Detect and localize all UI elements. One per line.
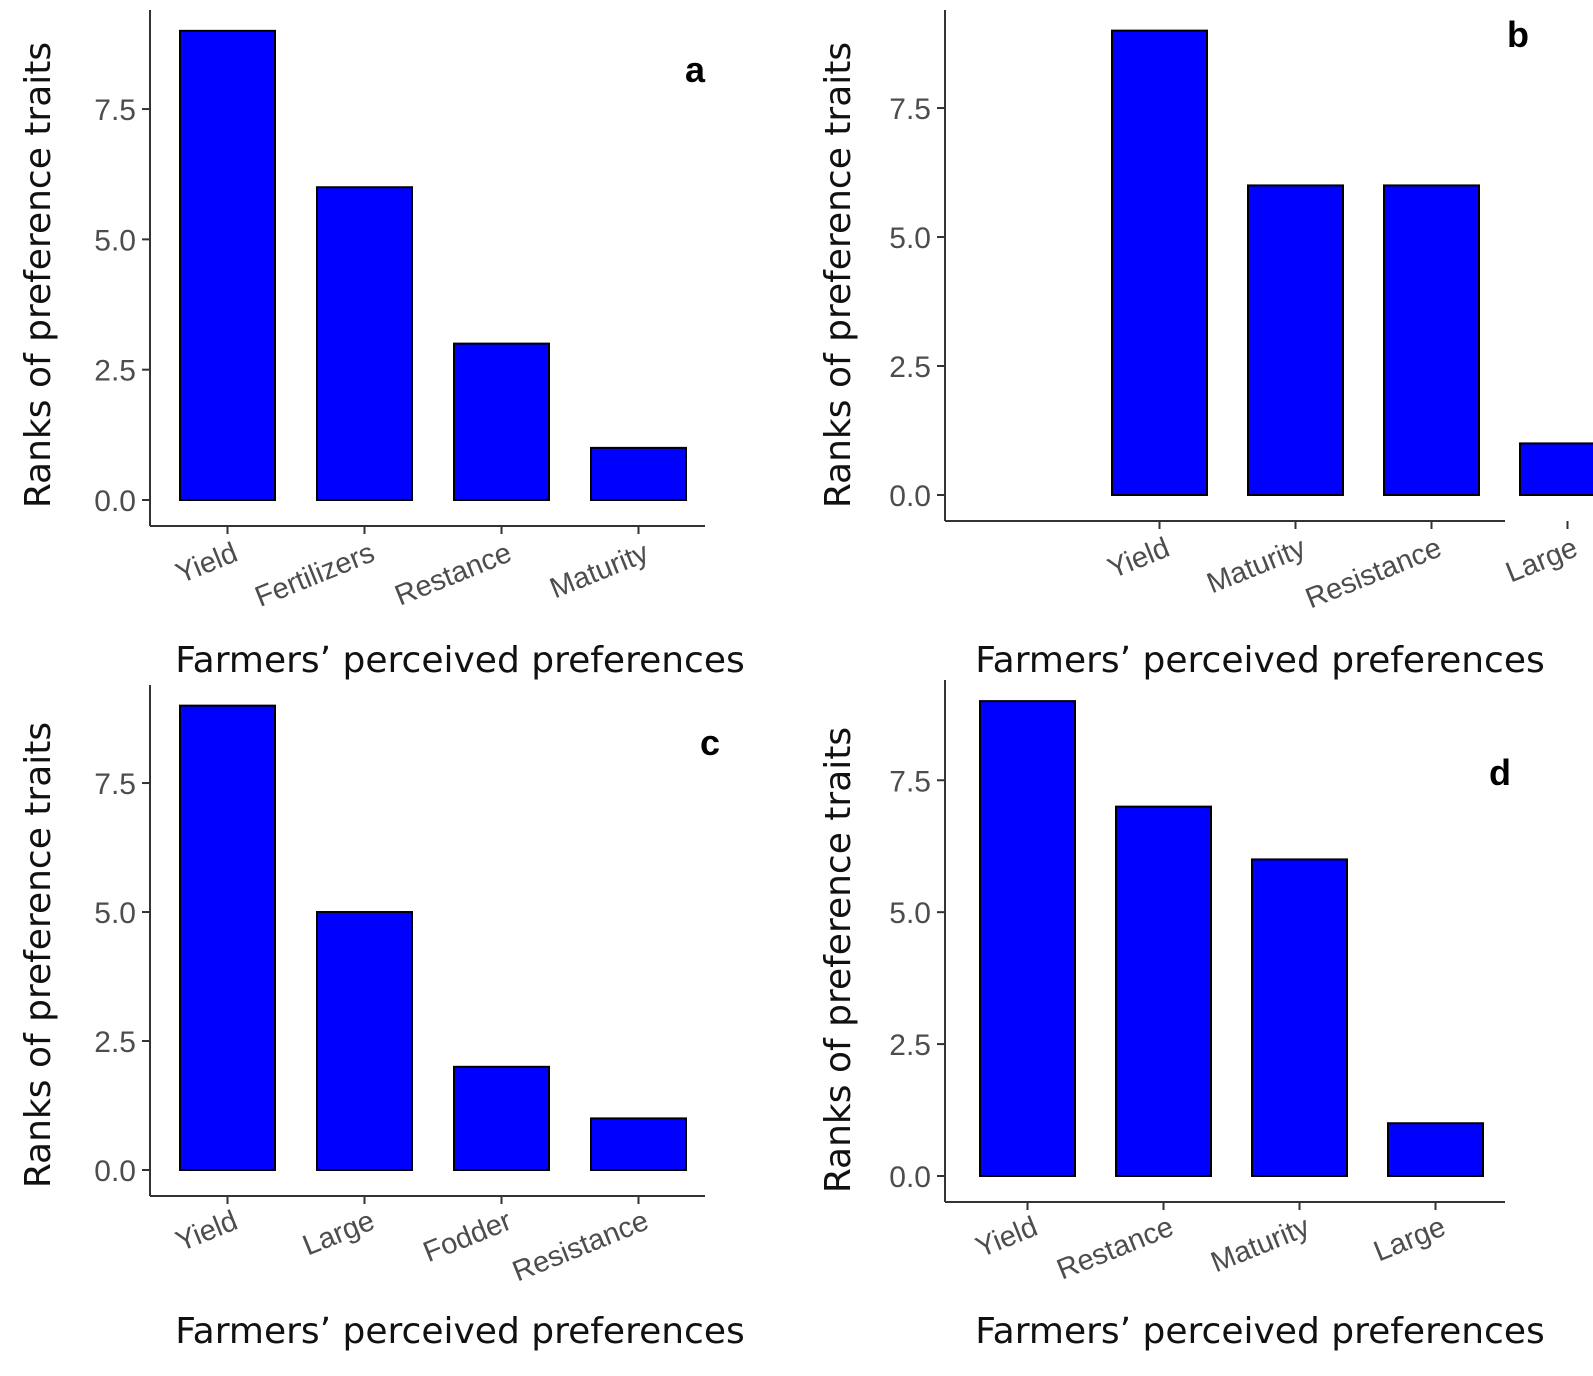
figure: 0.02.55.07.5Yield Fertilizers Restance Matu… <box>0 0 1593 1376</box>
y-tick-label: 0.0 <box>94 485 136 518</box>
panel-d: 0.0 2.5 5.0 7.5 Yield Restance Maturity Large Ra… <box>818 680 1545 1352</box>
y-tick-label: 7.5 <box>94 768 136 801</box>
bar-large <box>1388 1123 1483 1176</box>
panel-letter: c <box>700 722 720 763</box>
y-tick-label: 7.5 <box>94 94 136 127</box>
x-tick-label: Maturity <box>1203 532 1311 600</box>
x-tick-label: Fertilizers <box>251 537 380 614</box>
y-tick-label: 2.5 <box>94 355 136 388</box>
x-axis-title: Farmers’ perceived preferences <box>975 1311 1545 1352</box>
x-tick-label: Large <box>1501 532 1582 589</box>
bar-maturity <box>1252 859 1347 1176</box>
x-axis-title: Farmers’ perceived preferences <box>175 640 745 681</box>
bar-yield <box>180 706 275 1170</box>
bar-restance <box>1116 807 1211 1176</box>
x-tick-label: Large <box>298 1205 379 1262</box>
x-tick-label: Yield <box>1103 532 1174 585</box>
panel-letter: d <box>1489 752 1511 793</box>
x-tick-label: Restance <box>391 537 517 613</box>
x-tick-label: Fodder <box>419 1205 516 1269</box>
y-tick-label: 0.0 <box>889 1161 931 1194</box>
bar-fertilizers <box>317 187 412 500</box>
bar-maturity <box>591 448 686 500</box>
y-tick-label: 0.0 <box>889 480 931 513</box>
y-axis-title: Ranks of preference traits <box>18 722 59 1188</box>
y-tick-label: 7.5 <box>889 93 931 126</box>
bar-yield <box>980 701 1075 1176</box>
y-tick-label: 0.0 <box>94 1155 136 1188</box>
bar-fodder <box>454 1067 549 1170</box>
panel-a: 0.0 2.5 5.0 7.5 Yield Fertilizers Restance Matu… <box>18 10 745 681</box>
y-tick-label: 7.5 <box>889 765 931 798</box>
x-axis-title: Farmers’ perceived preferences <box>975 640 1545 681</box>
y-axis-title: Ranks of preference traits <box>18 42 59 508</box>
y-tick-label: 2.5 <box>889 1029 931 1062</box>
bar-yield <box>1112 31 1207 495</box>
panel-letter: b <box>1507 14 1529 55</box>
y-tick-label: 2.5 <box>94 1026 136 1059</box>
y-tick-label: 5.0 <box>94 897 136 930</box>
bar-maturity <box>1248 185 1343 495</box>
bar-large <box>1520 443 1593 495</box>
bar-yield <box>180 31 275 500</box>
x-tick-label: Large <box>1369 1211 1450 1268</box>
bar-resistance <box>591 1118 686 1170</box>
x-tick-label: Restance <box>1053 1211 1179 1287</box>
x-tick-label: Yield <box>171 537 242 590</box>
y-tick-label: 5.0 <box>94 224 136 257</box>
x-tick-label: Yield <box>971 1211 1042 1264</box>
y-axis-title: Ranks of preference traits <box>818 42 859 508</box>
x-tick-label: Yield <box>171 1205 242 1258</box>
y-tick-label: 5.0 <box>889 897 931 930</box>
x-tick-label: Resistance <box>508 1205 653 1288</box>
y-axis-title: Ranks of preference traits <box>818 727 859 1193</box>
x-tick-label: Maturity <box>1207 1211 1315 1279</box>
x-tick-label: Maturity <box>546 537 654 605</box>
x-axis-title: Farmers’ perceived preferences <box>175 1311 745 1352</box>
bar-restance <box>454 344 549 500</box>
bar-resistance <box>1384 185 1479 495</box>
x-tick-label: Resistance <box>1301 532 1446 615</box>
y-tick-label: 2.5 <box>889 351 931 384</box>
panel-letter: a <box>685 49 706 90</box>
bar-large <box>317 912 412 1170</box>
y-tick-label: 5.0 <box>889 222 931 255</box>
